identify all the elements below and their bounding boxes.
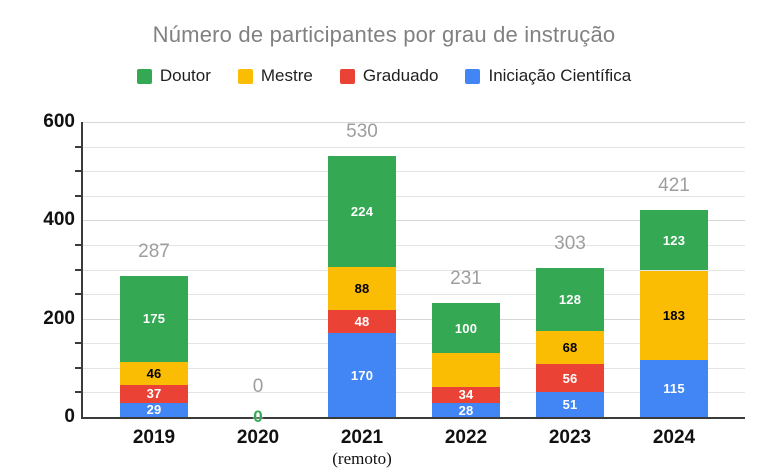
minor-gridline: [83, 343, 745, 345]
legend-swatch-icon: [136, 68, 152, 84]
minor-gridline: [83, 367, 745, 369]
x-axis-line: [81, 417, 745, 419]
legend-label: Graduado: [362, 66, 439, 85]
x-axis-year: 2020: [236, 427, 280, 448]
bar-segment-doutor-2021[interactable]: 224: [328, 156, 396, 267]
major-gridline: [83, 318, 745, 320]
segment-value-label: 51: [562, 396, 578, 412]
chart-title: Número de participantes por grau de inst…: [152, 22, 616, 47]
segment-value-label: 48: [354, 314, 370, 330]
bar-total-label: 303: [554, 233, 586, 255]
legend-label: Mestre: [260, 66, 313, 85]
segment-value-label: 37: [146, 386, 162, 402]
y-axis-minor-tick: [75, 342, 83, 345]
minor-gridline: [83, 146, 745, 148]
bar-segment-doutor-2023[interactable]: 128: [536, 268, 604, 331]
legend-item-graduado[interactable]: Graduado: [339, 66, 439, 86]
x-axis-label-2021: 2021 (remoto): [310, 427, 414, 468]
bar-total-label: 530: [346, 121, 378, 143]
x-axis-year: 2021: [340, 427, 384, 448]
bar-segment-mestre-2024[interactable]: 183: [640, 270, 708, 361]
bar-segment-doutor-2022[interactable]: 100: [432, 303, 500, 353]
legend-swatch-icon: [465, 68, 481, 84]
minor-gridline: [83, 171, 745, 173]
y-axis-tick-label: 0: [64, 406, 75, 427]
major-gridline: [83, 122, 745, 123]
x-axis-year: 2022: [444, 427, 488, 448]
minor-gridline: [83, 392, 745, 394]
legend-item-mestre[interactable]: Mestre: [237, 66, 313, 86]
y-axis-tick-label: 600: [43, 111, 75, 132]
bar-segment-doutor-2019[interactable]: 175: [120, 275, 188, 362]
x-axis-label-2020: 2020: [206, 427, 310, 449]
x-axis-label-2022: 2022: [414, 427, 518, 449]
segment-value-label: 68: [562, 340, 578, 356]
bar-segment-mestre-2022[interactable]: [432, 352, 500, 387]
segment-value-label: 123: [662, 232, 686, 248]
x-axis-year: 2023: [548, 427, 592, 448]
bar-segment-mestre-2023[interactable]: 68: [536, 330, 604, 365]
segment-value-label: 34: [458, 387, 474, 403]
segment-value-label: 183: [662, 307, 686, 323]
segment-value-label: 29: [146, 402, 162, 417]
bar-segment-iniciação-científica-2023[interactable]: 51: [536, 391, 604, 417]
x-axis-label-2024: 2024: [622, 427, 726, 449]
segment-value-label: 46: [146, 365, 162, 381]
segment-value-label: 128: [558, 292, 582, 307]
legend-label: Iniciação Científica: [488, 66, 632, 85]
y-axis-minor-tick: [75, 293, 83, 296]
segment-value-label: 56: [562, 370, 578, 386]
y-axis-tick-label: 400: [43, 209, 75, 231]
bar-total-label: 287: [138, 240, 170, 262]
y-axis-minor-tick: [75, 268, 83, 271]
y-axis-minor-tick: [75, 366, 83, 369]
bar-segment-iniciação-científica-2022[interactable]: 28: [432, 403, 500, 417]
bar-segment-graduado-2023[interactable]: 56: [536, 364, 604, 392]
bar-segment-iniciação-científica-2019[interactable]: 29: [120, 402, 188, 417]
segment-value-label: 170: [350, 367, 374, 383]
y-axis-minor-tick: [75, 243, 83, 246]
legend-swatch-icon: [237, 68, 253, 84]
minor-gridline: [83, 244, 745, 246]
segment-value-label: 88: [354, 280, 370, 296]
legend-label: Doutor: [159, 66, 211, 85]
y-axis-tick-label: 200: [43, 307, 75, 329]
legend-swatch-icon: [339, 68, 355, 84]
minor-gridline: [83, 269, 745, 271]
bar-segment-iniciação-científica-2024[interactable]: 115: [640, 360, 708, 417]
bar-total-label: 421: [658, 175, 690, 197]
y-axis-minor-tick: [75, 145, 83, 148]
segment-value-label: 100: [454, 320, 478, 336]
legend-item-doutor[interactable]: Doutor: [136, 66, 211, 86]
x-axis-year: 2019: [132, 427, 176, 448]
bar-segment-doutor-2024[interactable]: 123: [640, 210, 708, 271]
bar-segment-iniciação-científica-2021[interactable]: 170: [328, 333, 396, 417]
bar-segment-mestre-2019[interactable]: 46: [120, 361, 188, 385]
segment-value-label: 115: [663, 381, 685, 397]
bar-segment-graduado-2022[interactable]: 34: [432, 386, 500, 404]
segment-value-label: 28: [458, 403, 474, 417]
y-axis-minor-tick: [75, 170, 83, 173]
y-axis-minor-tick: [75, 391, 83, 394]
plot-area: 29 37 46 175 287 0 0 170 48 88 224 530 28 34 100 231 51 5…: [75, 121, 745, 426]
legend-item-iniciação-científica[interactable]: Iniciação Científica: [465, 66, 631, 86]
bar-segment-graduado-2019[interactable]: 37: [120, 384, 188, 403]
segment-value-label: 224: [350, 204, 374, 219]
x-axis-sublabel: (remoto): [332, 449, 392, 468]
x-axis-year: 2024: [652, 427, 696, 448]
minor-gridline: [83, 195, 745, 197]
x-axis-label-2019: 2019: [102, 427, 206, 449]
bar-segment-graduado-2021[interactable]: 48: [328, 309, 396, 334]
y-axis-minor-tick: [75, 194, 83, 197]
x-axis-label-2023: 2023: [518, 427, 622, 449]
bar-segment-mestre-2021[interactable]: 88: [328, 266, 396, 310]
bar-total-label: 0: [252, 376, 264, 397]
major-gridline: [83, 220, 745, 222]
minor-gridline: [83, 294, 745, 296]
zero-value-marker: 0: [253, 407, 263, 426]
chart-legend: Doutor Mestre Graduado Iniciação Científica: [0, 66, 768, 86]
segment-value-label: 175: [142, 311, 166, 327]
bar-total-label: 231: [450, 268, 482, 290]
